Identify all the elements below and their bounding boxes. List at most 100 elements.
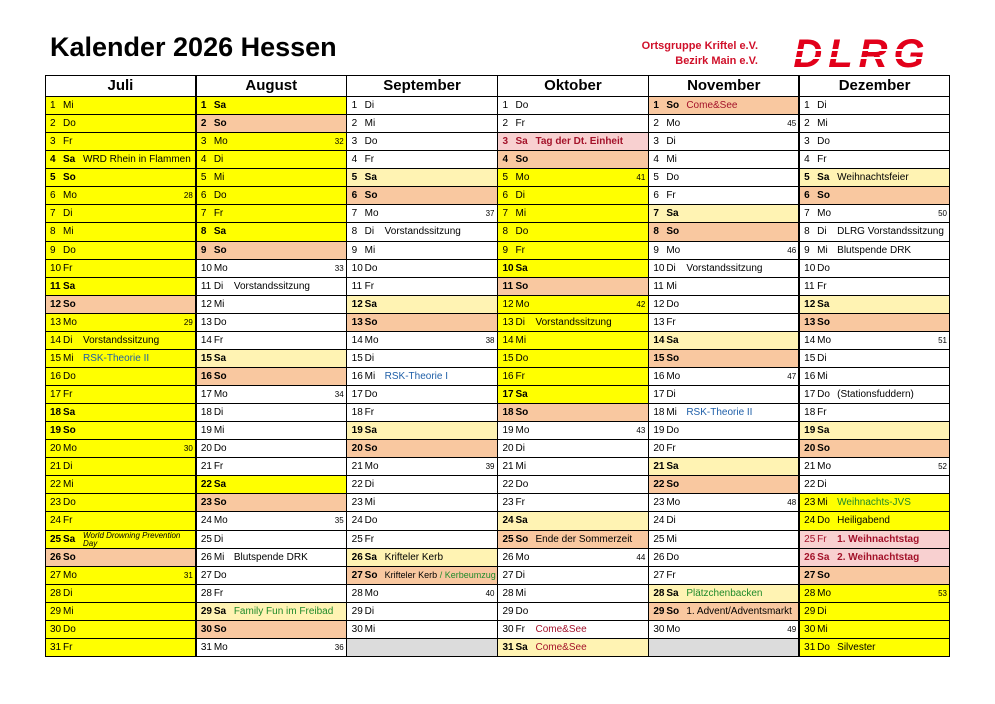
day-cell: 16 So bbox=[195, 367, 347, 387]
day-cell: 25 Fr 1. Weihnachtstag bbox=[799, 530, 950, 549]
week-number: 41 bbox=[636, 173, 646, 183]
day-number: 6 bbox=[653, 190, 659, 202]
weekday: Fr bbox=[666, 569, 676, 581]
day-number: 26 bbox=[50, 551, 62, 563]
day-number: 7 bbox=[653, 208, 659, 220]
weekday: Mi bbox=[213, 172, 225, 184]
weekday: Mi bbox=[817, 623, 828, 635]
day-number: 22 bbox=[804, 479, 816, 491]
day-cell: 25 So Ende der Sommerzeit bbox=[497, 530, 649, 549]
weekday: Fr bbox=[213, 461, 224, 473]
day-cell: 28 Mo 40 bbox=[346, 584, 498, 603]
day-cell: 12 Sa bbox=[799, 295, 950, 314]
day-number: 26 bbox=[351, 551, 363, 563]
event: Blutspende DRK bbox=[837, 244, 912, 256]
day-cell: 7 Sa bbox=[648, 205, 800, 224]
day-number: 13 bbox=[804, 316, 816, 328]
weekday: So bbox=[364, 443, 378, 455]
event: Vorstandssitzung bbox=[384, 226, 461, 238]
day-cell: 9 Mi Blutspende DRK bbox=[799, 241, 950, 260]
day-cell: 18 Sa bbox=[45, 404, 196, 423]
weekday: Di bbox=[515, 569, 525, 581]
day-cell: 1 Di bbox=[799, 97, 950, 116]
day-number: 7 bbox=[804, 208, 810, 220]
weekday: Do bbox=[364, 389, 378, 401]
day-cell: 12 Sa bbox=[346, 295, 498, 314]
weekday: Mo bbox=[63, 443, 77, 455]
week-number: 38 bbox=[485, 335, 495, 345]
day-number: 13 bbox=[200, 316, 212, 328]
day-number: 23 bbox=[351, 497, 363, 509]
weekday: Mo bbox=[817, 334, 832, 346]
day-number: 15 bbox=[200, 352, 212, 364]
weekday: Fr bbox=[817, 280, 827, 292]
week-number: 35 bbox=[334, 516, 344, 526]
day-cell: 24 Do bbox=[346, 512, 498, 531]
day-cell: 5 Mo 41 bbox=[497, 169, 649, 188]
weekday: Mo bbox=[515, 425, 530, 437]
day-number: 23 bbox=[200, 497, 212, 509]
day-number: 25 bbox=[653, 533, 665, 545]
day-cell: 6 Fr bbox=[648, 187, 800, 206]
weekday: Fr bbox=[817, 407, 827, 419]
day-cell: 1 Mi bbox=[45, 97, 196, 116]
day-number: 9 bbox=[653, 244, 659, 256]
week-number: 43 bbox=[636, 426, 646, 436]
weekday: So bbox=[364, 569, 378, 581]
day-cell: 1 Do bbox=[497, 97, 649, 116]
day-number: 5 bbox=[351, 172, 358, 184]
weekday: Mo bbox=[666, 118, 681, 130]
weekday: Di bbox=[666, 136, 676, 148]
weekday: So bbox=[666, 352, 680, 364]
day-number: 2 bbox=[351, 118, 358, 130]
day-cell: 10 Sa bbox=[497, 259, 649, 278]
day-number: 6 bbox=[502, 190, 509, 202]
weekday: Sa bbox=[364, 551, 377, 563]
weekday: Fr bbox=[515, 370, 525, 382]
day-cell: 7 Mo 50 bbox=[799, 205, 950, 224]
day-cell: 4 Fr bbox=[346, 151, 498, 170]
weekday: Sa bbox=[213, 479, 227, 491]
day-number: 1 bbox=[351, 100, 358, 111]
weekday: Mi bbox=[364, 244, 376, 256]
day-cell: 14 Mo 38 bbox=[346, 331, 498, 350]
weekday: Sa bbox=[666, 587, 679, 599]
day-number: 17 bbox=[502, 389, 514, 401]
weekday: So bbox=[213, 497, 227, 509]
day-cell: 8 Sa bbox=[195, 223, 347, 242]
day-number: 15 bbox=[502, 352, 514, 364]
week-number: 48 bbox=[787, 498, 797, 508]
weekday: Fr bbox=[213, 587, 224, 599]
event: Krifteler Kerb bbox=[384, 551, 444, 563]
day-cell: 13 Mo 29 bbox=[45, 313, 196, 332]
day-cell: 3 Di bbox=[648, 133, 800, 152]
day-cell: 25 Di bbox=[195, 530, 347, 549]
day-number: 29 bbox=[653, 605, 665, 617]
day-cell: 11 Sa bbox=[45, 277, 196, 296]
day-cell: 8 Di DLRG Vorstandssitzung bbox=[799, 223, 950, 242]
day-number: 2 bbox=[50, 118, 56, 130]
day-cell: 22 Sa bbox=[195, 476, 347, 495]
day-cell: 1 Sa bbox=[195, 97, 347, 116]
day-number: 12 bbox=[351, 298, 363, 310]
weekday: Mo bbox=[63, 190, 77, 202]
weekday: Mi bbox=[213, 298, 225, 310]
day-cell: 28 Fr bbox=[195, 584, 347, 603]
event: Silvester bbox=[837, 641, 876, 653]
weekday: Do bbox=[63, 244, 76, 256]
weekday: Mo bbox=[515, 172, 530, 184]
day-number: 12 bbox=[804, 298, 816, 310]
day-number: 17 bbox=[351, 389, 363, 401]
weekday: Fr bbox=[666, 190, 676, 202]
day-cell: 20 So bbox=[346, 440, 498, 459]
day-cell: 23 So bbox=[195, 494, 347, 513]
day-cell: 5 Sa bbox=[346, 169, 498, 188]
weekday: Mo bbox=[515, 551, 530, 563]
day-cell: 25 Sa World Drowning Prevention Day bbox=[45, 530, 196, 549]
day-number: 20 bbox=[502, 443, 514, 455]
weekday: So bbox=[213, 118, 227, 130]
weekday: Sa bbox=[666, 208, 679, 220]
day-number: 3 bbox=[502, 136, 509, 148]
day-cell: 23 Mi bbox=[346, 494, 498, 513]
day-number: 22 bbox=[50, 479, 62, 491]
